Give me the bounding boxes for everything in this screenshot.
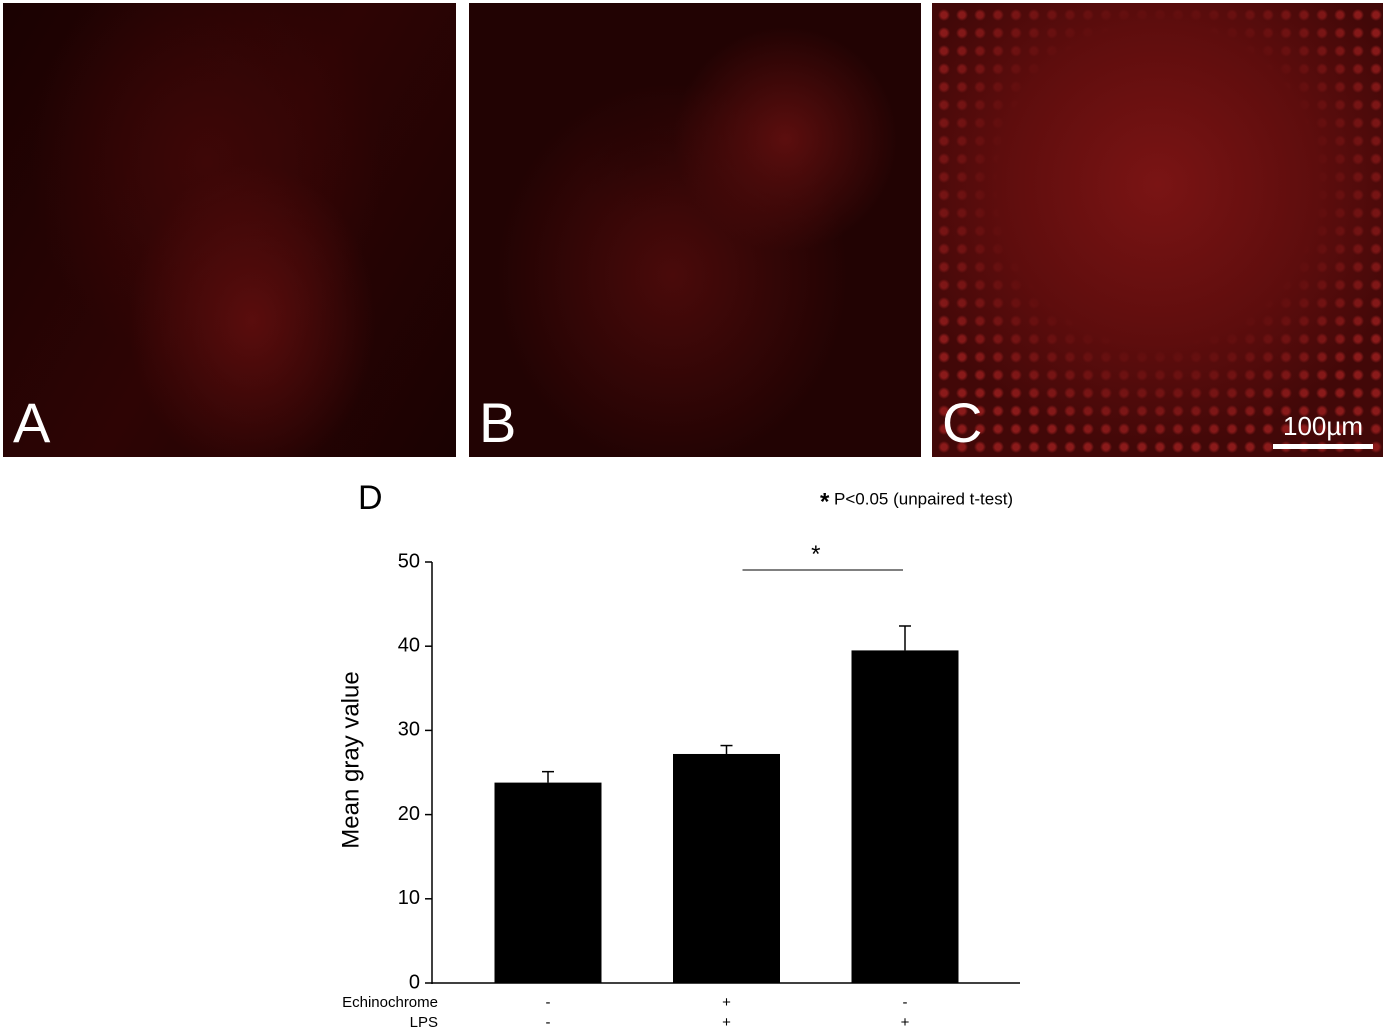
y-axis-label: Mean gray value [337,671,364,848]
scale-label: 100µm [1282,411,1364,441]
micrograph: A [3,3,456,457]
significance-label: * [811,541,820,568]
y-tick-label: 20 [398,803,420,825]
note: P<0.05 (unpaired t-test) [834,489,1013,508]
scale-line [1273,444,1373,449]
condition-value: + [722,1014,731,1031]
y-tick-label: 0 [409,971,420,993]
scale-bar: 100µm [1273,411,1373,449]
condition-value: - [546,1014,551,1031]
y-tick-label: 50 [398,550,420,572]
condition-value: - [903,994,908,1011]
condition-value: - [546,994,551,1011]
y-tick-label: 30 [398,719,420,741]
bar [673,753,780,983]
micrograph: C 100µm [932,3,1383,457]
micrograph: B [469,3,921,457]
condition-name: LPS [410,1014,438,1031]
bar [494,782,602,983]
bar [851,650,959,983]
note-marker: * [820,488,830,515]
condition-value: + [722,994,731,1011]
panel-label: D [358,479,383,517]
condition-value: + [901,1014,910,1031]
panel-label: A [13,391,51,454]
condition-name: Echinochrome [342,994,438,1011]
panel-label: B [479,391,517,454]
y-tick-label: 40 [398,634,420,656]
panel-label: C [942,391,983,454]
y-tick-label: 10 [398,887,420,909]
